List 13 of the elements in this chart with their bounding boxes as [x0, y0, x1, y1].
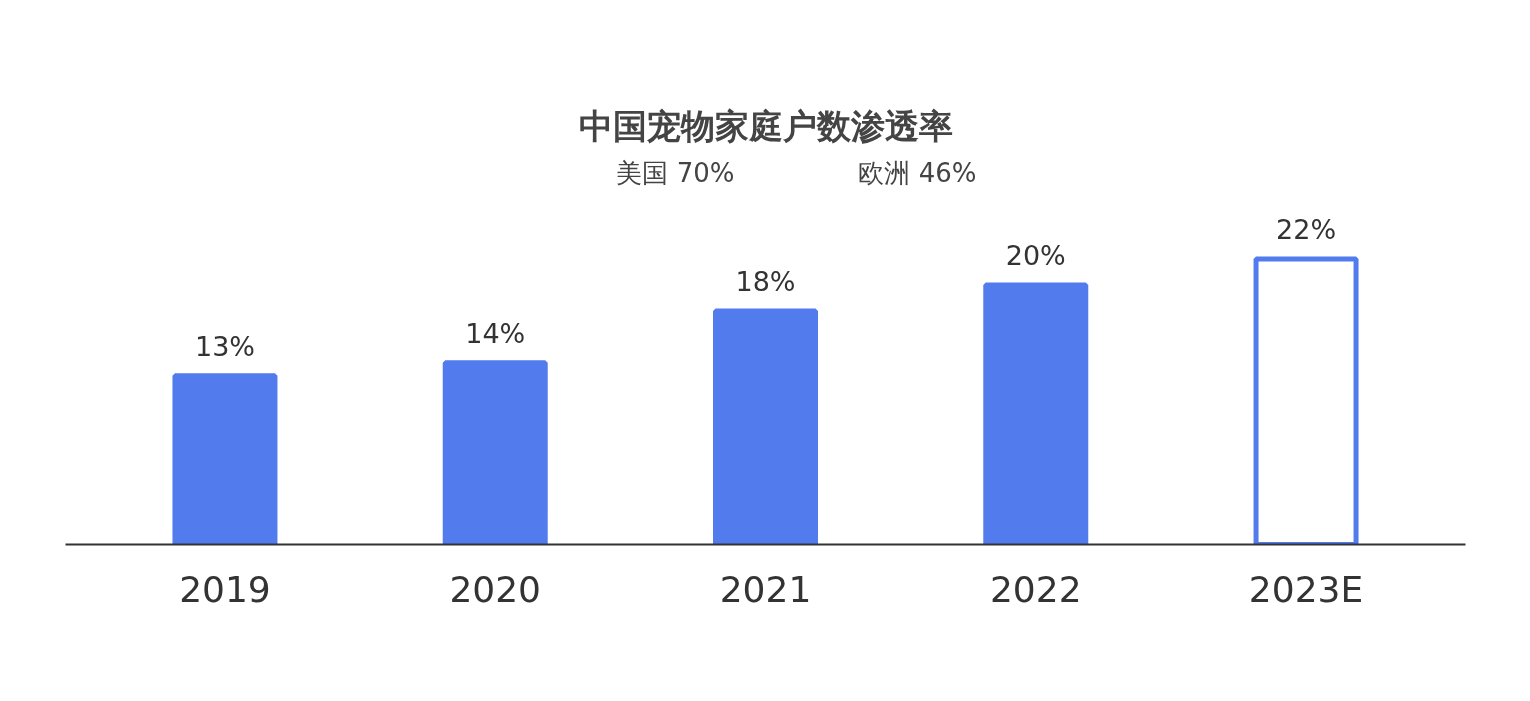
text: 欧洲 46%	[858, 157, 977, 188]
data-label: 13%	[194, 330, 255, 362]
x-tick-label: 2023E	[1248, 568, 1364, 610]
data-label: 18%	[735, 265, 796, 297]
text: 美国 70%	[616, 157, 735, 188]
x-tick-label: 2021	[719, 568, 812, 610]
data-label: 20%	[1005, 239, 1066, 271]
data-label: 14%	[465, 317, 526, 349]
x-tick-label: 2022	[989, 568, 1082, 610]
chart-title: 中国宠物家庭户数渗透率	[578, 105, 953, 146]
x-tick-label: 2020	[449, 568, 542, 610]
data-label: 22%	[1276, 213, 1337, 245]
x-tick-label: 2019	[179, 568, 271, 610]
